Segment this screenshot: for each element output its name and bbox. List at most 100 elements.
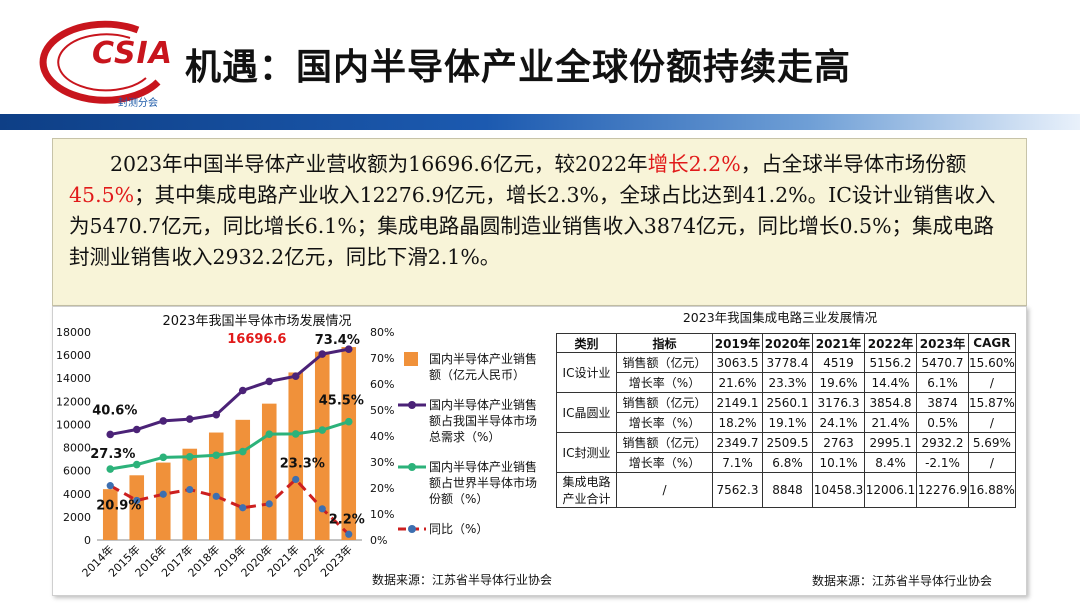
summary-highlight-growth: 增长2.2%	[647, 152, 741, 176]
table-cell: /	[968, 412, 1016, 433]
table-cell: 8.4%	[864, 452, 917, 473]
right-tick-label: 10%	[370, 508, 394, 521]
data-label: 40.6%	[92, 403, 137, 418]
table-cell: 10.1%	[812, 452, 865, 473]
table-row: 增长率（%） 18.2% 19.1% 24.1% 21.4% 0.5% /	[557, 412, 1016, 433]
series-line	[109, 477, 350, 536]
table-cell: /	[968, 452, 1016, 473]
data-point	[106, 465, 115, 473]
data-point	[106, 482, 114, 490]
right-tick-label: 0%	[370, 534, 387, 547]
table-cell: -2.1%	[916, 452, 969, 473]
semiconductor-chart: 2023年我国半导体市场发展情况 0 2000 4000 6000 8000 10000 1…	[56, 313, 552, 587]
data-point	[212, 451, 221, 460]
data-point	[238, 447, 247, 456]
data-point	[106, 430, 115, 439]
table-cell: 21.4%	[864, 412, 917, 433]
table-cell: 3854.8	[864, 392, 917, 413]
table-cell: 4519	[812, 352, 865, 373]
table-header-cell: 2022年	[864, 333, 917, 353]
data-point	[345, 530, 353, 538]
table-cell: 3063.5	[712, 352, 763, 373]
table-cell: 3176.3	[812, 392, 865, 413]
table-cell: 10458.3	[812, 472, 865, 508]
legend-marker	[408, 463, 416, 471]
table-cell: 2763	[812, 432, 865, 453]
table-header-cell: 2021年	[812, 333, 865, 353]
data-label: 27.3%	[90, 447, 135, 462]
table-cell: 16.88%	[968, 472, 1016, 508]
chart-title: 2023年我国半导体市场发展情况	[162, 313, 351, 329]
table-header-row: 类别 指标 2019年 2020年 2021年 2022年 2023年 CAGR	[556, 333, 1016, 353]
data-point	[344, 345, 353, 353]
table-cell: 18.2%	[712, 412, 763, 433]
table-cell: /	[968, 372, 1016, 393]
data-point	[186, 485, 194, 494]
data-label: 73.4%	[315, 333, 360, 348]
table-cell: 6.1%	[916, 372, 969, 393]
table-cell: /	[616, 472, 713, 508]
table-cell: 14.4%	[864, 372, 917, 393]
right-tick-label: 60%	[370, 378, 394, 391]
legend-swatch	[404, 352, 418, 366]
left-tick-label: 0	[84, 534, 91, 547]
table-row: IC设计业 销售额（亿元） 3063.5 3778.4 4519 5156.2 5470.7…	[556, 352, 1016, 393]
bar	[341, 347, 357, 540]
chart-source: 数据来源：江苏省半导体行业协会	[372, 572, 552, 587]
logo-text: CSIA	[92, 36, 173, 71]
legend-label: 同比（%）	[429, 522, 488, 536]
data-point	[159, 490, 167, 498]
table-cell: 销售额（亿元）	[616, 392, 713, 413]
left-tick-label: 18000	[56, 326, 91, 339]
table-cell: 21.6%	[712, 372, 763, 393]
data-point	[185, 415, 194, 423]
table-header-cell: 2019年	[712, 333, 763, 353]
table-cell: 7562.3	[712, 472, 763, 508]
table-cell: 3778.4	[762, 352, 813, 373]
right-tick-label: 80%	[370, 326, 394, 339]
series-line	[109, 347, 350, 436]
table-row: 增长率（%） 21.6% 23.3% 19.6% 14.4% 6.1% /	[557, 372, 1016, 393]
table-cell: 5470.7	[916, 352, 969, 373]
legend-marker	[408, 401, 416, 409]
bar	[129, 475, 145, 540]
right-tick-label: 70%	[370, 352, 394, 365]
data-point	[265, 430, 274, 438]
table-cell: 15.87%	[968, 392, 1016, 413]
table-header-cell: 类别	[556, 333, 617, 353]
bar	[155, 462, 171, 540]
table-row: 增长率（%） 7.1% 6.8% 10.1% 8.4% -2.1% /	[557, 452, 1016, 473]
table-category-cell: 集成电路产业合计	[556, 472, 617, 508]
left-tick-label: 4000	[63, 488, 91, 501]
table-cell: 5.69%	[968, 432, 1016, 453]
series-line	[110, 420, 350, 471]
table-cell: 8848	[762, 472, 813, 508]
table-category-cell: IC设计业	[556, 352, 617, 393]
table-cell: 23.3%	[762, 372, 813, 393]
summary-highlight-share: 45.5%	[69, 183, 135, 207]
table-cell: 3874	[916, 392, 969, 413]
left-tick-label: 16000	[56, 349, 91, 362]
summary-box: 2023年中国半导体产业营收额为16696.6亿元，较2022年增长2.2%，占…	[52, 138, 1027, 306]
bar	[288, 372, 304, 540]
development-table: 类别 指标 2019年 2020年 2021年 2022年 2023年 CAGR IC设计业 销售…	[556, 333, 1016, 508]
left-tick-label: 14000	[56, 372, 91, 385]
data-point	[133, 496, 141, 505]
data-point	[212, 410, 221, 419]
logo-subtitle: 封测分会	[118, 98, 158, 109]
data-point	[344, 417, 353, 426]
data-point	[132, 425, 141, 434]
table-cell: 销售额（亿元）	[616, 432, 713, 453]
data-point	[185, 453, 194, 461]
table-header-cell: 2023年	[916, 333, 969, 353]
table-row: IC封测业 销售额（亿元） 2349.7 2509.5 2763 2995.1 2932.2…	[556, 432, 1016, 473]
table-cell: 2932.2	[916, 432, 969, 453]
left-tick-label: 6000	[63, 465, 91, 478]
legend-label: 国内半导体产业销售额（亿元人民币）	[429, 351, 537, 382]
data-label: 20.9%	[96, 499, 141, 514]
left-tick-label: 2000	[63, 511, 91, 524]
table-total-row: 集成电路产业合计/7562.3 8848 10458.3 12006.1 12276.9…	[556, 472, 1016, 508]
right-tick-label: 50%	[370, 404, 394, 417]
table-cell: 7.1%	[712, 452, 763, 473]
legend-label: 国内半导体产业销售额占世界半导体市场份额（%）	[429, 459, 537, 506]
